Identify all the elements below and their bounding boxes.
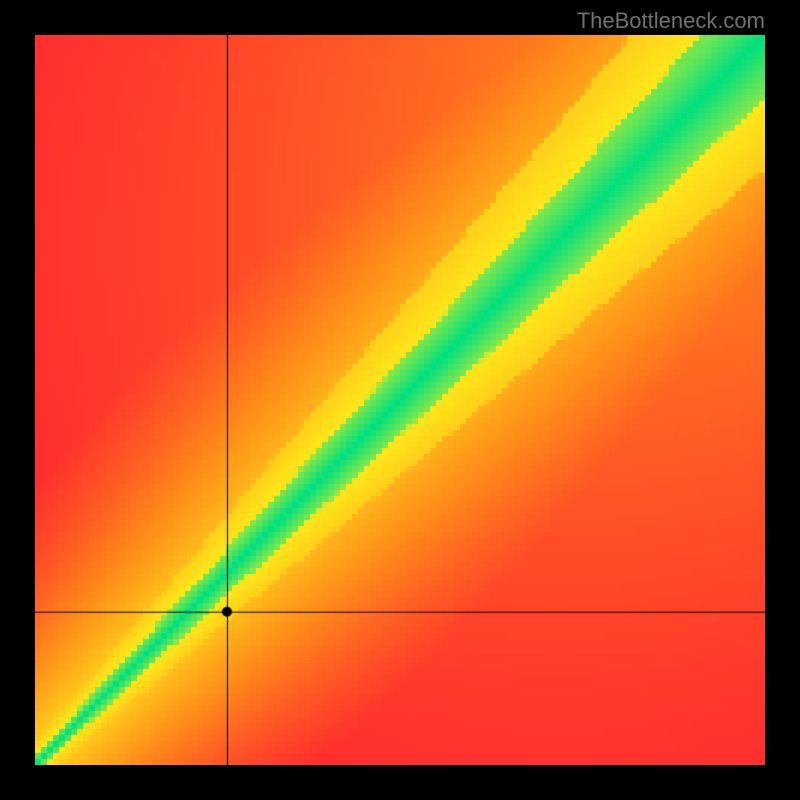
heatmap-plot bbox=[35, 35, 765, 765]
heatmap-canvas bbox=[35, 35, 765, 765]
chart-container: TheBottleneck.com bbox=[0, 0, 800, 800]
watermark-text: TheBottleneck.com bbox=[577, 8, 765, 34]
